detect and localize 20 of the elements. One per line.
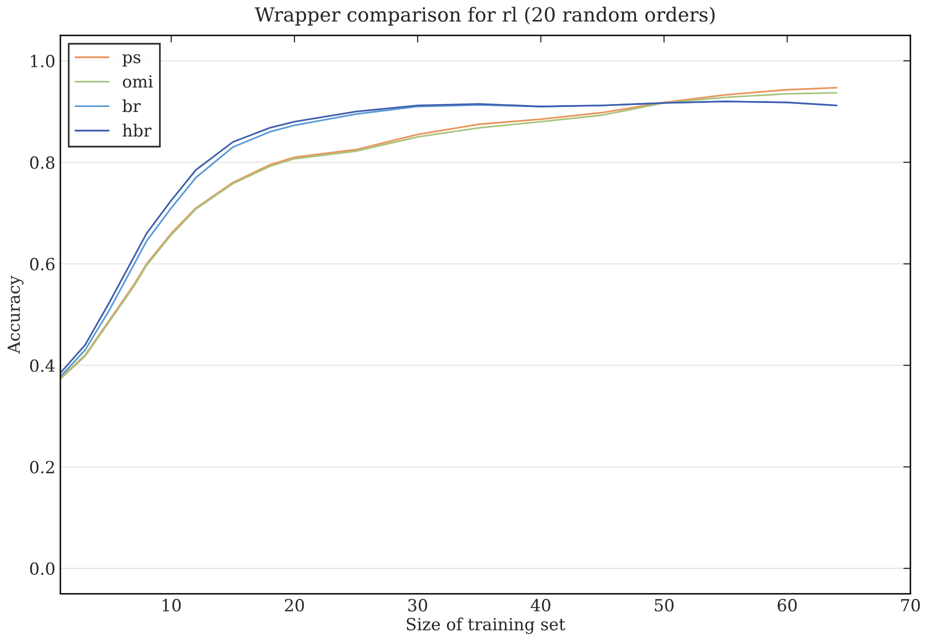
y-axis-title: Accuracy xyxy=(8,276,24,354)
x-tick-label: 50 xyxy=(654,598,674,612)
x-axis-title: Size of training set xyxy=(406,618,566,634)
x-tick-label: 20 xyxy=(284,598,304,612)
y-tick-label: 0.6 xyxy=(30,258,54,270)
legend-label: ps xyxy=(122,54,140,67)
y-tick-label: 1.0 xyxy=(31,54,54,68)
x-tick-label: 60 xyxy=(778,598,797,612)
x-tick-label: 40 xyxy=(530,598,550,612)
legend-label: omi xyxy=(122,75,153,88)
x-tick-label: 70 xyxy=(901,598,920,612)
y-tick-label: 0.8 xyxy=(30,156,54,169)
y-tick-label: 0.2 xyxy=(30,460,54,474)
legend-label: br xyxy=(122,99,141,112)
y-tick-label: 0.0 xyxy=(30,562,54,575)
x-tick-label: 10 xyxy=(162,598,181,612)
legend-label: hbr xyxy=(122,124,152,137)
y-tick-label: 0.4 xyxy=(30,359,55,372)
x-tick-label: 30 xyxy=(408,598,428,612)
chart-title: Wrapper comparison for rl (20 random orders) xyxy=(254,6,715,26)
